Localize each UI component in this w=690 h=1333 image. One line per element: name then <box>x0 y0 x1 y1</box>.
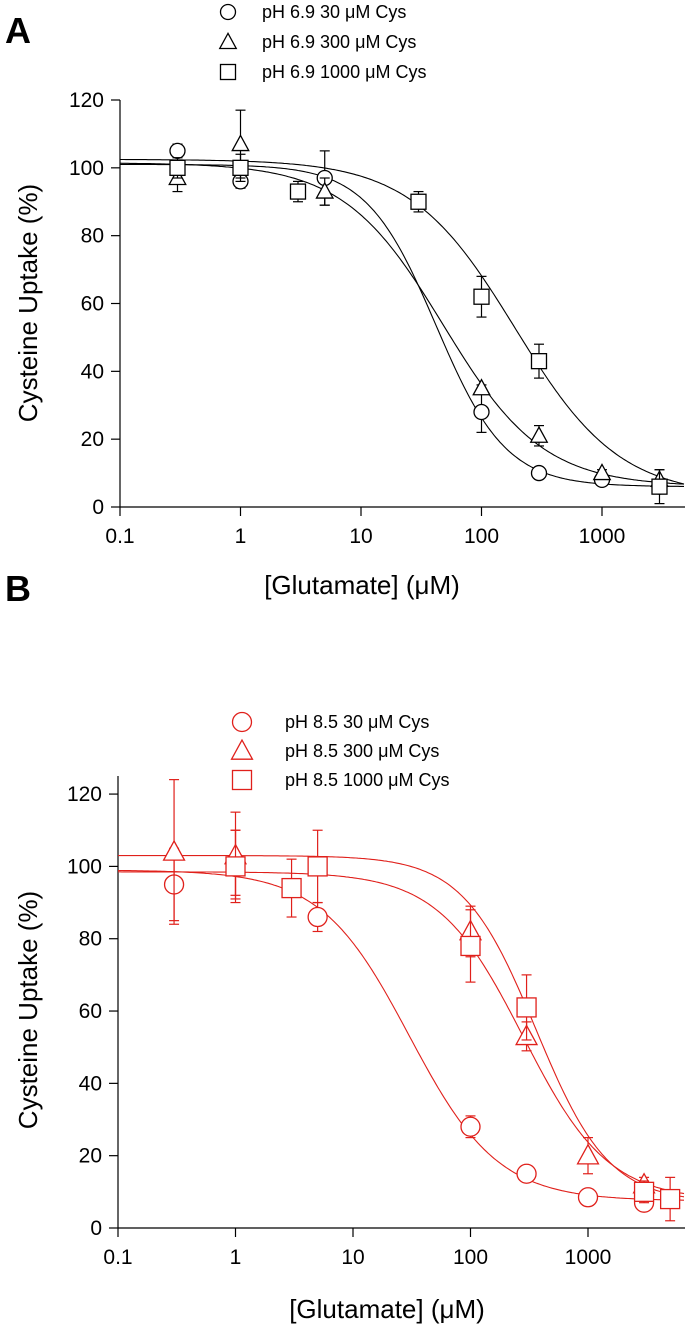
panel-letter-b: B <box>5 568 31 609</box>
data-point-square <box>473 288 490 305</box>
fit-curve-circle <box>120 163 684 487</box>
x-tick-label: 1000 <box>565 1246 612 1269</box>
legend-marker-square <box>219 63 237 81</box>
y-tick-label: 60 <box>81 293 104 316</box>
panel-letter-a: A <box>5 10 31 51</box>
legend-label: pH 8.5 300 μM Cys <box>285 741 439 761</box>
x-axis-label: [Glutamate] (μM) <box>264 570 460 600</box>
x-tick-label: 10 <box>349 525 372 548</box>
y-tick-label: 0 <box>92 496 104 519</box>
data-point-triangle <box>472 378 491 396</box>
data-point-circle <box>473 403 490 421</box>
data-point-square <box>307 856 328 877</box>
legend-marker-circle <box>219 3 237 21</box>
x-tick-label: 100 <box>464 525 499 548</box>
data-point-square <box>659 1188 681 1210</box>
data-point-triangle <box>231 134 250 152</box>
data-point-square <box>232 159 249 176</box>
data-point-square <box>530 353 548 370</box>
fit-curve-square <box>118 855 685 1198</box>
y-tick-label: 100 <box>69 157 104 180</box>
data-point-circle <box>577 1187 599 1208</box>
x-tick-label: 1000 <box>579 525 626 548</box>
legend-marker-square <box>231 769 253 791</box>
x-tick-label: 0.1 <box>103 1246 132 1269</box>
legend-label: pH 8.5 1000 μM Cys <box>285 770 449 790</box>
y-tick-label: 80 <box>81 225 104 248</box>
y-tick-label: 80 <box>79 928 102 951</box>
data-point-square <box>460 935 481 957</box>
y-tick-label: 60 <box>79 1000 102 1023</box>
fit-curve-square <box>120 158 685 485</box>
data-point-square <box>651 478 668 495</box>
legend-marker-triangle <box>230 738 254 760</box>
x-tick-label: 1 <box>235 525 247 548</box>
data-point-square <box>289 183 307 200</box>
y-tick-label: 100 <box>67 855 102 878</box>
data-point-triangle <box>162 839 186 861</box>
data-point-square <box>516 997 537 1018</box>
data-point-square <box>225 856 246 877</box>
data-point-circle <box>169 142 186 160</box>
legend-label: pH 6.9 1000 μM Cys <box>262 62 426 82</box>
data-point-triangle <box>576 1143 600 1165</box>
x-tick-label: 100 <box>453 1246 488 1269</box>
y-tick-label: 0 <box>90 1217 102 1240</box>
data-point-circle <box>307 906 328 928</box>
data-point-circle <box>516 1163 537 1184</box>
y-axis-label: Cysteine Uptake (%) <box>13 891 43 1129</box>
y-tick-label: 120 <box>69 89 104 112</box>
panel-a: A Cysteine Uptake (%) [Glutamate] (μM) 0… <box>5 2 685 600</box>
y-tick-label: 40 <box>79 1072 102 1095</box>
legend-marker-triangle <box>218 32 238 50</box>
data-point-square <box>169 159 186 176</box>
x-tick-label: 10 <box>341 1246 364 1269</box>
panel-b: B Cysteine Uptake (%) [Glutamate] (μM) 0… <box>5 568 685 1324</box>
data-point-circle <box>460 1116 481 1137</box>
data-point-square <box>410 193 427 210</box>
y-tick-label: 20 <box>81 428 104 451</box>
data-point-square <box>633 1181 655 1202</box>
data-point-circle <box>530 464 548 482</box>
legend-label: pH 6.9 30 μM Cys <box>262 2 406 22</box>
legend-label: pH 8.5 30 μM Cys <box>285 712 429 732</box>
legend-label: pH 6.9 300 μM Cys <box>262 32 416 52</box>
y-tick-label: 120 <box>67 783 102 806</box>
x-tick-label: 1 <box>230 1246 242 1269</box>
legend-marker-circle <box>231 711 253 733</box>
data-point-triangle <box>592 463 612 481</box>
fit-curve-triangle <box>119 162 685 485</box>
fit-curve-triangle <box>118 871 685 1195</box>
y-tick-label: 20 <box>79 1145 102 1168</box>
y-tick-label: 40 <box>81 360 104 383</box>
x-axis-label: [Glutamate] (μM) <box>289 1294 485 1324</box>
x-tick-label: 0.1 <box>105 525 134 548</box>
data-point-triangle <box>529 425 549 443</box>
y-axis-label: Cysteine Uptake (%) <box>13 184 43 422</box>
data-point-square <box>281 877 302 899</box>
data-point-triangle <box>315 181 335 199</box>
